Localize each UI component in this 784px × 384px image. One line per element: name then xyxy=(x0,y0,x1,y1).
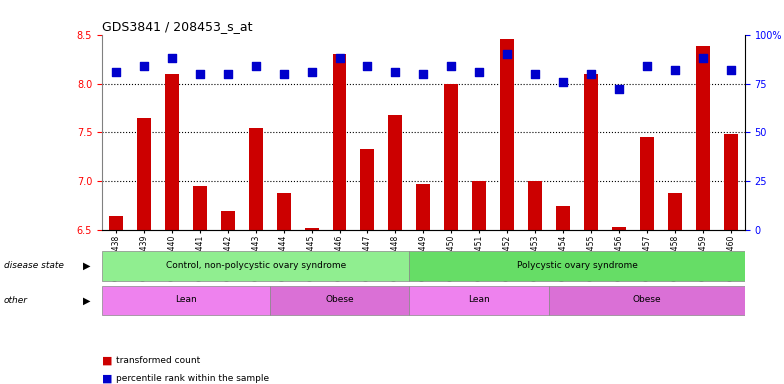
Point xyxy=(333,55,346,61)
Bar xyxy=(409,286,549,315)
Text: Lean: Lean xyxy=(175,295,197,305)
Bar xyxy=(137,118,151,230)
Text: transformed count: transformed count xyxy=(116,356,200,366)
Point xyxy=(137,63,150,69)
Text: Lean: Lean xyxy=(468,295,490,305)
Text: other: other xyxy=(4,296,28,305)
Point xyxy=(417,71,430,77)
Bar xyxy=(109,216,123,230)
Bar xyxy=(472,182,486,230)
Point xyxy=(529,71,542,77)
Point xyxy=(724,67,737,73)
Text: ■: ■ xyxy=(102,356,112,366)
Text: ■: ■ xyxy=(102,373,112,383)
Bar xyxy=(388,115,402,230)
Point xyxy=(669,67,681,73)
Point xyxy=(445,63,458,69)
Point xyxy=(473,69,485,75)
Bar xyxy=(724,134,738,230)
Bar xyxy=(556,206,570,230)
Point xyxy=(361,63,374,69)
Point xyxy=(613,86,626,93)
Text: Obese: Obese xyxy=(325,295,354,305)
Bar xyxy=(584,74,598,230)
Bar xyxy=(409,251,745,281)
Point xyxy=(389,69,401,75)
Point xyxy=(697,55,710,61)
Bar xyxy=(668,193,682,230)
Bar xyxy=(193,186,207,230)
Point xyxy=(585,71,597,77)
Bar xyxy=(445,84,459,230)
Bar xyxy=(612,227,626,230)
Bar xyxy=(332,54,347,230)
Point xyxy=(641,63,653,69)
Bar xyxy=(165,74,179,230)
Bar xyxy=(416,184,430,230)
Bar xyxy=(249,127,263,230)
Bar xyxy=(696,46,710,230)
Point xyxy=(165,55,178,61)
Point xyxy=(305,69,318,75)
Bar xyxy=(277,193,291,230)
Text: Control, non-polycystic ovary syndrome: Control, non-polycystic ovary syndrome xyxy=(165,261,346,270)
Bar xyxy=(304,228,318,230)
Point xyxy=(110,69,122,75)
Bar xyxy=(528,182,543,230)
Bar xyxy=(102,286,270,315)
Text: Polycystic ovary syndrome: Polycystic ovary syndrome xyxy=(517,261,637,270)
Text: percentile rank within the sample: percentile rank within the sample xyxy=(116,374,269,383)
Text: Obese: Obese xyxy=(633,295,661,305)
Point xyxy=(221,71,234,77)
Bar xyxy=(270,286,409,315)
Point xyxy=(278,71,290,77)
Bar xyxy=(221,211,234,230)
Text: disease state: disease state xyxy=(4,262,64,270)
Text: GDS3841 / 208453_s_at: GDS3841 / 208453_s_at xyxy=(102,20,252,33)
Bar xyxy=(102,251,409,281)
Bar xyxy=(549,286,745,315)
Bar xyxy=(640,137,654,230)
Text: ▶: ▶ xyxy=(82,261,90,271)
Point xyxy=(557,78,569,84)
Point xyxy=(194,71,206,77)
Point xyxy=(501,51,514,57)
Text: ▶: ▶ xyxy=(82,295,90,306)
Bar xyxy=(361,149,375,230)
Bar xyxy=(500,40,514,230)
Point xyxy=(249,63,262,69)
